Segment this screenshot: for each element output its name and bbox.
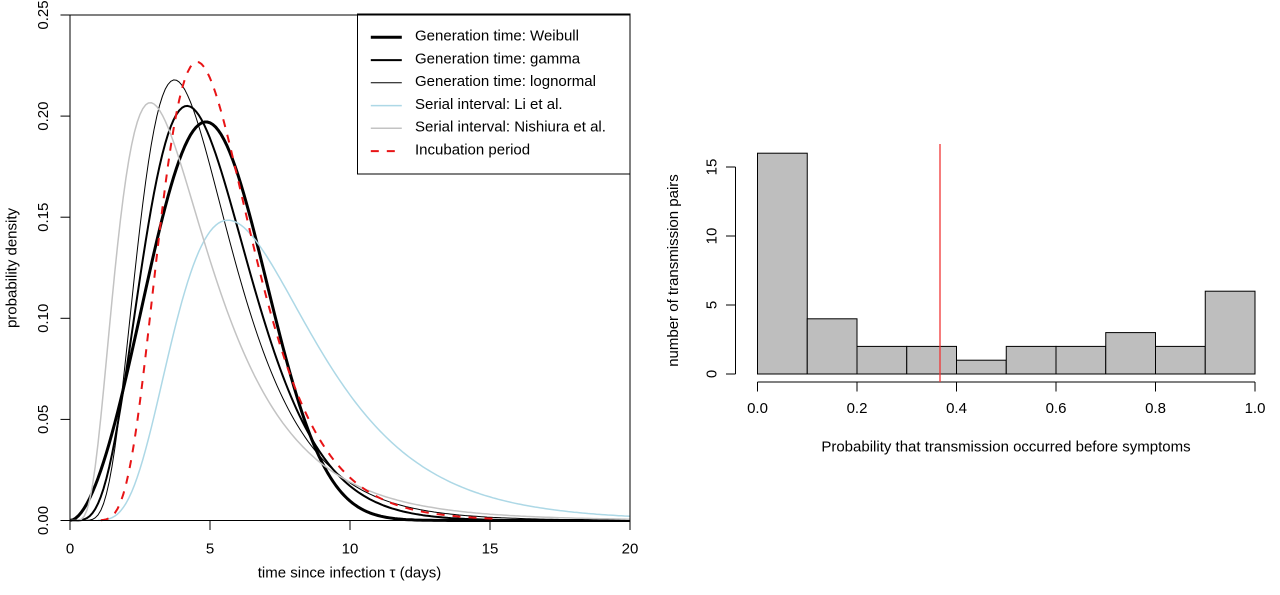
svg-text:probability density: probability density bbox=[4, 207, 21, 328]
svg-text:time since infection τ (days): time since infection τ (days) bbox=[258, 564, 442, 581]
svg-text:Serial interval: Li et al.: Serial interval: Li et al. bbox=[415, 96, 563, 113]
svg-text:Incubation period: Incubation period bbox=[415, 141, 530, 158]
svg-text:20: 20 bbox=[622, 541, 639, 558]
svg-text:Generation time: gamma: Generation time: gamma bbox=[415, 50, 581, 67]
svg-text:15: 15 bbox=[704, 159, 721, 176]
svg-text:1.0: 1.0 bbox=[1245, 400, 1266, 417]
svg-text:5: 5 bbox=[704, 301, 721, 309]
svg-text:0.2: 0.2 bbox=[847, 400, 868, 417]
svg-text:0.0: 0.0 bbox=[747, 400, 768, 417]
svg-text:0.25: 0.25 bbox=[35, 0, 52, 29]
svg-text:10: 10 bbox=[342, 541, 359, 558]
svg-text:0.20: 0.20 bbox=[35, 101, 52, 130]
svg-text:0: 0 bbox=[66, 541, 74, 558]
svg-text:15: 15 bbox=[482, 541, 499, 558]
svg-text:Probability that transmission: Probability that transmission occurred b… bbox=[821, 439, 1190, 456]
svg-text:number of transmission pairs: number of transmission pairs bbox=[665, 174, 682, 367]
svg-text:0.15: 0.15 bbox=[35, 203, 52, 232]
svg-text:0: 0 bbox=[704, 370, 721, 378]
svg-text:0.6: 0.6 bbox=[1046, 400, 1067, 417]
svg-text:Serial interval: Nishiura et a: Serial interval: Nishiura et al. bbox=[415, 119, 606, 136]
svg-text:0.10: 0.10 bbox=[35, 304, 52, 333]
svg-text:5: 5 bbox=[206, 541, 214, 558]
svg-text:Generation time: Weibull: Generation time: Weibull bbox=[415, 28, 579, 45]
svg-text:0.00: 0.00 bbox=[35, 506, 52, 535]
svg-text:0.4: 0.4 bbox=[946, 400, 967, 417]
svg-text:0.8: 0.8 bbox=[1145, 400, 1166, 417]
svg-text:0.05: 0.05 bbox=[35, 405, 52, 434]
svg-text:Generation time: lognormal: Generation time: lognormal bbox=[415, 73, 596, 90]
svg-text:10: 10 bbox=[704, 228, 721, 245]
